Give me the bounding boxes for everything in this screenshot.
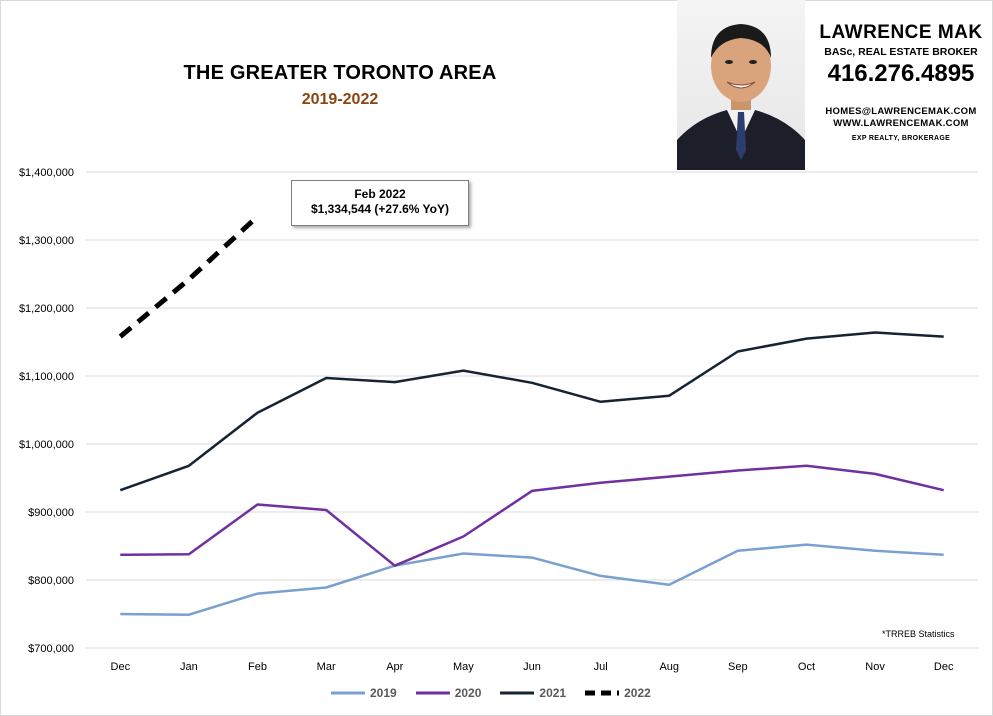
source-note: *TRREB Statistics bbox=[882, 629, 955, 639]
legend-item-2020: 2020 bbox=[415, 686, 482, 700]
series-line-2019 bbox=[120, 543, 944, 616]
callout-box: Feb 2022 $1,334,544 (+27.6% YoY) bbox=[291, 180, 469, 226]
legend: 2019 2020 2021 2022 bbox=[330, 686, 651, 700]
agent-brokerage: EXP REALTY, BROKERAGE bbox=[851, 135, 951, 142]
agent-info: LAWRENCE MAK BASc, REAL ESTATE BROKER 41… bbox=[812, 22, 990, 142]
legend-label: 2022 bbox=[624, 686, 651, 700]
y-tick-label: $800,000 bbox=[28, 575, 74, 587]
x-tick-label: Oct bbox=[798, 661, 815, 673]
x-tick-label: Mar bbox=[317, 661, 336, 673]
legend-label: 2020 bbox=[454, 686, 482, 700]
series-line-2021 bbox=[119, 331, 944, 492]
x-tick-label: Dec bbox=[111, 661, 131, 673]
agent-email: HOMES@LAWRENCEMAK.COM bbox=[825, 106, 977, 117]
y-tick-label: $1,200,000 bbox=[19, 303, 74, 315]
y-axis-ticks: $700,000 $800,000 $900,000 $1,000,000 $1,100… bbox=[19, 167, 74, 655]
gridlines bbox=[86, 171, 978, 649]
legend-label: 2019 bbox=[370, 686, 397, 700]
y-tick-label: $1,400,000 bbox=[19, 167, 74, 179]
series-line-2022 bbox=[118, 214, 260, 339]
legend-item-2019: 2019 bbox=[330, 686, 397, 700]
y-tick-label: $900,000 bbox=[28, 507, 74, 519]
callout-value: $1,334,544 (+27.6% YoY) bbox=[311, 202, 449, 216]
chart-title: THE GREATER TORONTO AREA bbox=[183, 62, 497, 84]
y-tick-label: $1,000,000 bbox=[19, 439, 74, 451]
agent-name: LAWRENCE MAK bbox=[819, 22, 983, 43]
x-tick-label: Feb bbox=[248, 661, 267, 673]
y-tick-label: $1,300,000 bbox=[19, 235, 74, 247]
y-tick-label: $700,000 bbox=[28, 643, 74, 655]
x-tick-label: Jun bbox=[523, 661, 541, 673]
legend-item-2022: 2022 bbox=[584, 686, 651, 700]
agent-role: BASc, REAL ESTATE BROKER bbox=[824, 46, 978, 58]
agent-photo bbox=[677, 0, 805, 170]
callout-date: Feb 2022 bbox=[354, 187, 406, 201]
legend-swatch bbox=[500, 691, 535, 695]
y-tick-label: $1,100,000 bbox=[19, 371, 74, 383]
legend-swatch bbox=[331, 691, 365, 695]
x-tick-label: Apr bbox=[386, 661, 403, 673]
agent-website: WWW.LAWRENCEMAK.COM bbox=[833, 118, 969, 129]
x-tick-label: May bbox=[453, 661, 474, 673]
x-tick-label: Jan bbox=[180, 661, 198, 673]
chart-subtitle: 2019-2022 bbox=[301, 91, 379, 108]
legend-swatch bbox=[415, 691, 450, 695]
agent-phone: 416.276.4895 bbox=[827, 60, 975, 87]
x-tick-label: Aug bbox=[659, 661, 679, 673]
x-axis-ticks: Dec Jan Feb Mar Apr May Jun Jul Aug Sep Oct Nov Dec bbox=[111, 661, 954, 673]
x-tick-label: Sep bbox=[728, 661, 748, 673]
title-block: THE GREATER TORONTO AREA 2019-2022 bbox=[140, 62, 540, 109]
x-tick-label: Dec bbox=[934, 661, 954, 673]
legend-label: 2021 bbox=[539, 686, 567, 700]
x-tick-label: Nov bbox=[865, 661, 885, 673]
x-tick-label: Jul bbox=[594, 661, 608, 673]
series-line-2020 bbox=[120, 464, 944, 567]
agent-portrait-image bbox=[677, 24, 805, 170]
legend-item-2021: 2021 bbox=[499, 686, 566, 700]
series-lines bbox=[118, 214, 944, 616]
legend-swatch bbox=[585, 690, 620, 696]
